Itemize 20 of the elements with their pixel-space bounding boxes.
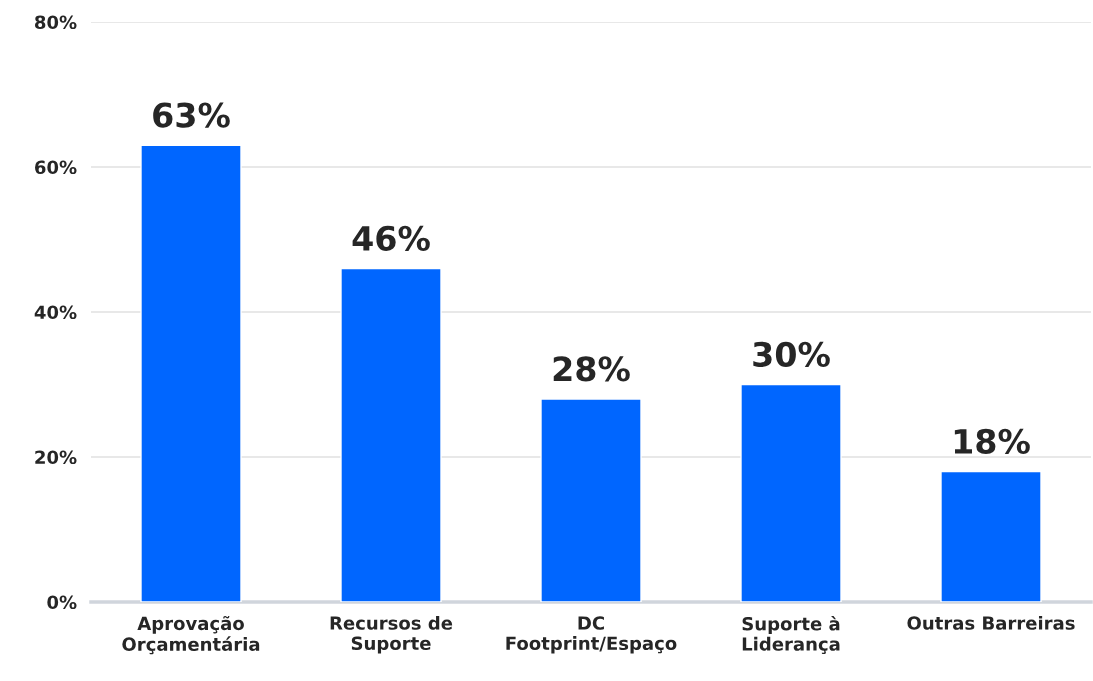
x-tick-label: Suporte à Liderança: [742, 615, 840, 655]
x-tick-label: Outras Barreiras: [907, 615, 1075, 630]
x-tick-label: Aprovação Orçamentária: [122, 615, 260, 655]
bar: [940, 470, 1042, 602]
y-tick-label: 40%: [34, 305, 77, 320]
y-tick-label: 20%: [35, 450, 77, 465]
bar: [340, 267, 442, 602]
x-tick-label: DC Footprint/Espaço: [506, 616, 677, 654]
bar: [140, 144, 242, 602]
data-label: 30%: [753, 341, 830, 367]
bar: [540, 398, 642, 602]
x-tick-label: Recursos de Suporte: [330, 615, 453, 654]
y-tick-label: 80%: [35, 15, 77, 30]
data-label: 28%: [553, 356, 630, 382]
data-label: 63%: [153, 102, 230, 128]
bar: [740, 383, 842, 602]
y-tick-label: 0%: [47, 595, 77, 610]
y-tick-label: 60%: [35, 160, 77, 175]
data-label: 18%: [954, 428, 1030, 454]
data-label: 46%: [352, 225, 430, 251]
